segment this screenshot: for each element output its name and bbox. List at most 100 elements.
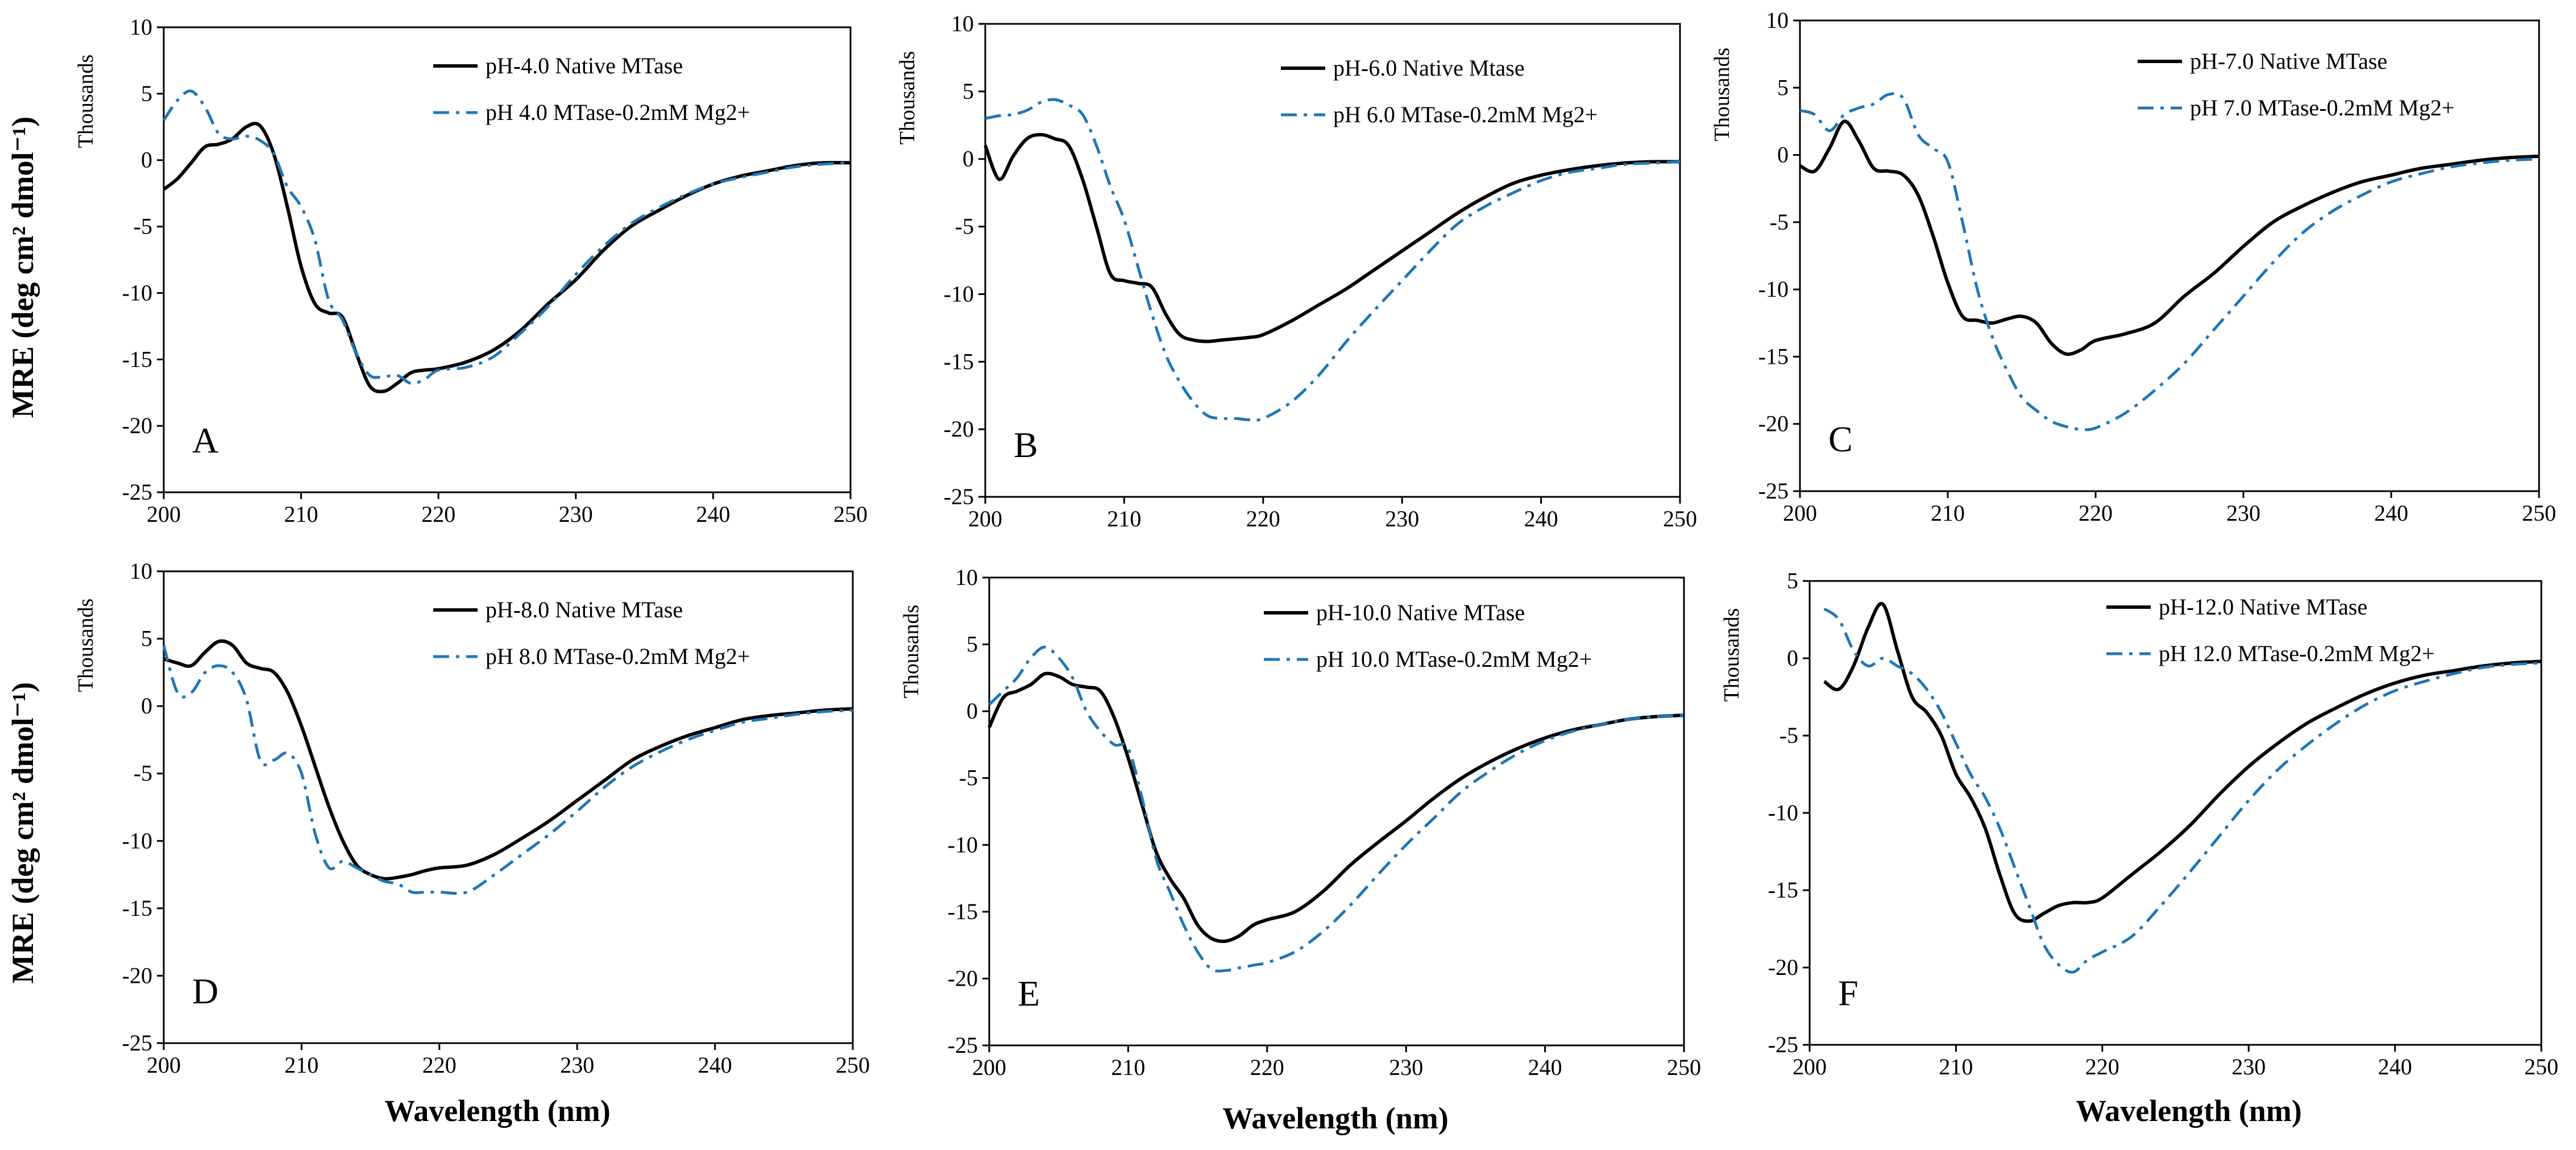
- units-label-d: Thousands: [74, 599, 98, 692]
- y-tick-label-f-3: -10: [1768, 800, 1798, 825]
- x-tick-label-b-0: 200: [968, 506, 1002, 532]
- plot-frame-a: [163, 26, 852, 493]
- series-line-e-mg: [988, 645, 1685, 973]
- series-line-f-native: [1823, 601, 2542, 923]
- x-tick-label-f-2: 220: [2085, 1054, 2119, 1080]
- y-tick-label-a-2: -15: [122, 346, 152, 372]
- plot-frame-d: [163, 570, 854, 1044]
- x-tick-label-d-1: 210: [284, 1052, 318, 1078]
- x-tick-label-f-3: 230: [2231, 1054, 2266, 1080]
- x-tick-label-f-4: 240: [2378, 1054, 2412, 1080]
- y-tick-label-d-1: -20: [122, 962, 152, 988]
- y-tick-label-e-4: -5: [959, 765, 978, 791]
- y-tick-label-f-4: -5: [1779, 723, 1798, 748]
- x-tick-label-c-4: 240: [2374, 500, 2408, 526]
- series-line-a-mg: [162, 89, 851, 385]
- series-line-b-mg: [985, 98, 1681, 422]
- y-tick-label-d-2: -15: [122, 895, 152, 921]
- y-tick-label-b-7: 10: [951, 11, 974, 36]
- chart-panel-e: -25 -20 -15 -10 -5 0 5 10 200 210 220 230 240 250 Thou…: [899, 564, 1701, 1080]
- y-tick-label-b-2: -15: [944, 348, 974, 374]
- y-tick-label-d-6: 5: [141, 626, 152, 651]
- legend-label-e-mg: pH 10.0 MTase-0.2mM Mg2+: [1316, 646, 1592, 672]
- y-tick-label-b-3: -10: [944, 281, 974, 306]
- x-tick-label-f-5: 250: [2524, 1054, 2558, 1080]
- x-tick-label-e-4: 240: [1528, 1054, 1562, 1080]
- legend-label-c-native: pH-7.0 Native MTase: [2190, 48, 2387, 74]
- x-tick-label-f-0: 200: [1793, 1054, 1827, 1080]
- y-tick-label-b-0: -25: [944, 484, 974, 509]
- x-axis-title-e: Wavelength (nm): [1222, 1101, 1449, 1135]
- y-tick-label-c-4: -5: [1770, 209, 1789, 235]
- series-line-e-native: [988, 671, 1685, 943]
- x-tick-label-d-2: 220: [422, 1052, 457, 1078]
- chart-panel-b: -25 -20 -15 -10 -5 0 5 10 200 210 220 230 240 250 Thou…: [895, 11, 1697, 532]
- chart-panel-f: -25 -20 -15 -10 -5 0 5 200 210 220 230 240 250 Thousa…: [1720, 568, 2558, 1080]
- y-tick-label-a-3: -10: [122, 280, 152, 305]
- panel-label-c: C: [1828, 419, 1853, 459]
- y-tick-label-e-6: 5: [966, 632, 978, 657]
- legend-label-d-mg: pH 8.0 MTase-0.2mM Mg2+: [486, 643, 750, 669]
- x-tick-label-b-2: 220: [1246, 506, 1280, 532]
- legend-label-b-mg: pH 6.0 MTase-0.2mM Mg2+: [1333, 102, 1598, 127]
- x-tick-label-e-1: 210: [1111, 1054, 1145, 1080]
- x-axis-title-f: Wavelength (nm): [2076, 1094, 2302, 1128]
- y-tick-label-e-5: 0: [966, 698, 978, 724]
- x-tick-label-a-2: 220: [421, 501, 455, 527]
- y-tick-label-e-7: 10: [955, 564, 978, 590]
- x-tick-label-f-1: 210: [1939, 1054, 1973, 1080]
- x-tick-label-a-5: 250: [833, 501, 868, 527]
- chart-panel-a: -25 -20 -15 -10 -5 0 5 10 200 210 220 230 240 250 Thou…: [74, 14, 868, 527]
- y-tick-label-c-0: -25: [1758, 478, 1789, 504]
- y-tick-label-d-4: -5: [134, 761, 152, 786]
- y-tick-label-f-0: -25: [1768, 1032, 1798, 1057]
- y-tick-label-f-5: 0: [1787, 645, 1798, 671]
- legend-label-a-mg: pH 4.0 MTase-0.2mM Mg2+: [486, 99, 750, 125]
- series-line-d-native: [163, 639, 853, 881]
- y-tick-label-c-6: 5: [1777, 74, 1789, 100]
- x-tick-label-d-5: 250: [836, 1052, 870, 1078]
- x-tick-label-e-2: 220: [1250, 1054, 1284, 1080]
- plot-frame-c: [1799, 19, 2540, 492]
- chart-panel-d: -25 -20 -15 -10 -5 0 5 10 200 210 220 230 240 250 Thou…: [74, 558, 870, 1078]
- y-tick-label-b-1: -20: [944, 416, 974, 442]
- x-tick-label-b-1: 210: [1107, 506, 1141, 532]
- y-tick-label-e-2: -15: [948, 899, 978, 924]
- y-tick-label-e-3: -10: [948, 832, 978, 857]
- x-tick-label-a-4: 240: [696, 501, 730, 527]
- y-tick-label-d-5: 0: [141, 693, 152, 719]
- x-tick-label-d-3: 230: [560, 1052, 594, 1078]
- y-tick-label-b-5: 0: [963, 146, 974, 172]
- x-tick-label-a-1: 210: [284, 501, 318, 527]
- y-tick-label-e-1: -20: [948, 965, 978, 991]
- x-tick-label-b-3: 230: [1385, 506, 1419, 532]
- y-axis-title-bottom: MRE (deg cm² dmol⁻¹): [6, 682, 40, 983]
- y-tick-label-f-6: 5: [1787, 568, 1798, 593]
- y-tick-label-a-7: 10: [130, 14, 152, 40]
- x-tick-label-c-3: 230: [2226, 500, 2260, 526]
- legend-label-f-mg: pH 12.0 MTase-0.2mM Mg2+: [2159, 641, 2434, 666]
- y-axis-title-top: MRE (deg cm² dmol⁻¹): [6, 117, 40, 418]
- units-label-a: Thousands: [74, 55, 98, 148]
- series-line-c-native: [1799, 119, 2540, 356]
- x-tick-label-a-3: 230: [559, 501, 593, 527]
- series-line-f-mg: [1823, 607, 2542, 974]
- x-tick-label-c-2: 220: [2079, 500, 2113, 526]
- y-tick-label-d-7: 10: [130, 558, 152, 584]
- units-label-e: Thousands: [899, 605, 923, 699]
- y-tick-label-d-0: -25: [122, 1030, 152, 1056]
- x-tick-label-b-4: 240: [1524, 506, 1558, 532]
- y-tick-label-a-6: 5: [141, 81, 152, 106]
- panel-label-f: F: [1838, 973, 1859, 1013]
- legend-label-b-native: pH-6.0 Native Mtase: [1333, 55, 1525, 81]
- panel-label-a: A: [192, 420, 218, 460]
- y-tick-label-a-1: -20: [122, 413, 152, 438]
- panel-label-b: B: [1014, 425, 1038, 465]
- legend-label-c-mg: pH 7.0 MTase-0.2mM Mg2+: [2190, 95, 2454, 121]
- y-tick-label-f-1: -20: [1768, 954, 1798, 980]
- y-tick-label-b-4: -5: [955, 214, 974, 239]
- y-tick-label-a-0: -25: [122, 479, 152, 505]
- y-tick-label-c-2: -15: [1758, 343, 1789, 369]
- x-tick-label-c-5: 250: [2522, 500, 2556, 526]
- units-label-b: Thousands: [895, 51, 919, 145]
